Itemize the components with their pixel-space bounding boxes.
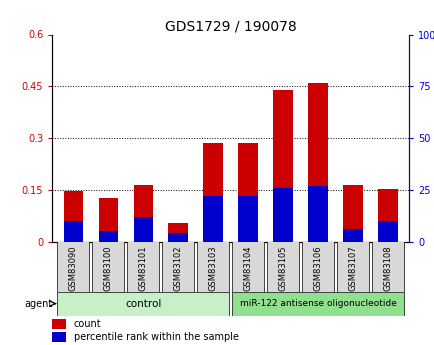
Bar	[63, 221, 82, 242]
Text: GSM83106: GSM83106	[313, 246, 322, 291]
Bar	[232, 241, 263, 292]
Text: GSM83101: GSM83101	[138, 246, 147, 291]
Bar	[99, 231, 118, 241]
Bar	[168, 233, 187, 242]
Bar	[342, 185, 362, 242]
Bar	[378, 221, 397, 242]
Bar	[197, 241, 228, 292]
Bar	[378, 189, 397, 241]
Bar	[57, 241, 89, 292]
Bar	[52, 319, 66, 329]
Bar	[232, 292, 403, 316]
Text: miR-122 antisense oligonucleotide: miR-122 antisense oligonucleotide	[239, 299, 395, 308]
Bar	[133, 185, 152, 242]
Text: GSM83108: GSM83108	[382, 246, 391, 291]
Text: control: control	[125, 299, 161, 308]
Bar	[266, 241, 298, 292]
Bar	[168, 223, 187, 242]
Bar	[99, 198, 118, 241]
Text: count: count	[73, 319, 101, 329]
Bar	[342, 229, 362, 242]
Text: GSM83104: GSM83104	[243, 246, 252, 291]
Bar	[133, 217, 152, 241]
Bar	[238, 143, 257, 241]
Text: GSM83107: GSM83107	[348, 246, 357, 291]
Bar	[57, 292, 228, 316]
Bar	[308, 186, 327, 242]
Bar	[162, 241, 194, 292]
Title: GDS1729 / 190078: GDS1729 / 190078	[164, 19, 296, 33]
Bar	[302, 241, 333, 292]
Text: percentile rank within the sample: percentile rank within the sample	[73, 332, 238, 342]
Bar	[273, 188, 292, 241]
Bar	[203, 196, 222, 241]
Bar	[372, 241, 403, 292]
Text: agent: agent	[24, 299, 53, 308]
Text: GSM83100: GSM83100	[103, 246, 112, 291]
Bar	[308, 83, 327, 242]
Text: GSM83090: GSM83090	[69, 246, 78, 291]
Bar	[92, 241, 124, 292]
Bar	[203, 143, 222, 241]
Text: GSM83105: GSM83105	[278, 246, 287, 291]
Bar	[52, 332, 66, 342]
Bar	[336, 241, 368, 292]
Bar	[273, 90, 292, 242]
Bar	[238, 196, 257, 241]
Bar	[127, 241, 158, 292]
Text: GSM83103: GSM83103	[208, 246, 217, 291]
Text: GSM83102: GSM83102	[173, 246, 182, 291]
Bar	[63, 191, 82, 242]
